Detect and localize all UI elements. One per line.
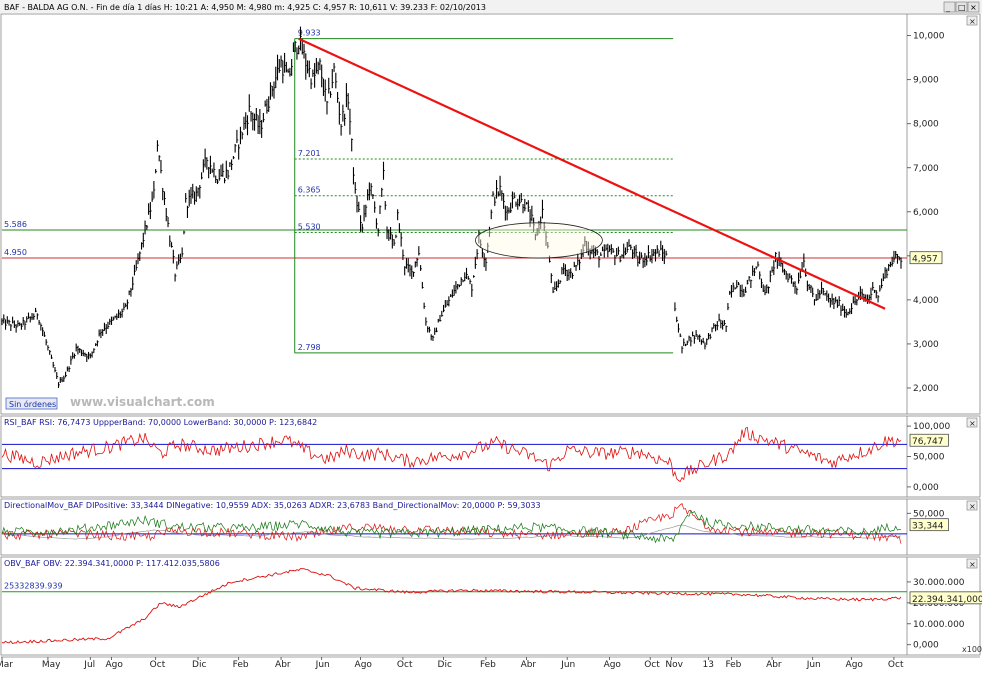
pane-close-icon: × [969,419,976,428]
pane-close-button[interactable] [966,15,978,26]
pane-border [0,556,981,656]
x-tick-label: Feb [725,660,741,669]
x-tick-label: Jun [315,660,330,669]
watermark: www.visualchart.com [70,395,215,409]
level-label: 6.365 [298,186,321,195]
obv-y-tick-label: 30.000.000 [913,578,965,588]
pane-close-button[interactable] [966,500,978,511]
x-tick-label: Nov [665,660,683,669]
x-tick-label: Jun [560,660,575,669]
price-y-tick-label: 4,000 [913,296,939,306]
minimize-icon: _ [945,3,951,12]
price-y-tick-label: 3,000 [913,340,939,350]
rsi-current-value-box [909,433,949,447]
price-y-tick-label: 2,000 [913,384,939,394]
x-tick-label: Mar [0,660,13,669]
x-tick-label: Feb [480,660,496,669]
x-tick-label: May [42,660,61,669]
rsi-pane[interactable]: RSI_BAF RSI: 76,7473 UppperBand: 70,0000… [1,418,950,493]
maximize-icon: □ [958,3,966,12]
close-button[interactable] [967,1,980,13]
obv-y-tick-label: 10.000.000 [913,620,965,630]
pane-close-icon: × [969,17,976,26]
rsi-y-tick-label: 0,000 [913,483,939,493]
price-current-value: 4,957 [912,255,938,265]
pane-close-button[interactable] [966,558,978,569]
obv-level-label: 25332839.939 [4,582,63,591]
window-title: BAF - BALDA AG O.N. - Fin de día 1 días … [4,3,486,12]
x-tick-label: Abr [521,660,537,669]
minimize-button[interactable] [943,1,956,13]
price-y-tick-label: 7,000 [913,164,939,174]
rsi-y-tick-label: 50,000 [913,453,945,463]
price-y-tick-label: 6,000 [913,208,939,218]
close-icon: × [970,3,977,12]
level-label: 9.933 [298,29,321,38]
obv-current-value: 22.394.341,000 [912,595,982,605]
level-label: 4.950 [4,248,27,257]
level-label: 2.798 [298,343,321,352]
price-y-tick-label: 8,000 [913,120,939,130]
x-tick-label: Ago [106,660,124,669]
x-tick-label: Oct [644,660,660,669]
adx-line [1,524,902,540]
window-controls: _ □ × [943,1,980,13]
rsi-legend: RSI_BAF RSI: 76,7473 UppperBand: 70,0000… [4,418,317,427]
x-tick-label: Dic [192,660,206,669]
x-tick-label: Oct [397,660,413,669]
dm-current-value-box [909,518,949,532]
pane-close-icon: × [969,502,976,511]
pane-close-button[interactable] [966,417,978,428]
x-tick-label: Ago [355,660,373,669]
obv-scale-note: x1000 [962,645,982,654]
pane-border [0,498,981,556]
pane-close-icon: × [969,560,976,569]
x-tick-label: Oct [150,660,166,669]
x-tick-label: Ago [604,660,622,669]
di-positive-line [1,510,902,544]
price-pane[interactable]: 9.933 7.201 6.365 5.530 5.586 4.950 2.798 10,00… [1,26,945,394]
pane-frames: × × × × [0,13,981,656]
level-label: 5.530 [298,222,321,231]
annotation-ellipse[interactable] [475,222,603,259]
maximize-button[interactable] [955,1,968,13]
obv-current-value-box [909,591,982,605]
title-bar [0,0,982,13]
level-label: 5.586 [4,220,27,229]
x-tick-label: 13 [702,660,713,669]
x-tick-label: Feb [233,660,249,669]
orders-button-label: Sin órdenes [9,399,56,409]
price-y-tick-label: 9,000 [913,76,939,86]
price-current-value-box [909,251,943,265]
x-tick-label: Oct [888,660,904,669]
obv-y-tick-label: 0,000 [913,641,939,651]
x-tick-label: Abr [766,660,782,669]
rsi-y-tick-label: 100,000 [913,422,950,432]
dm-legend: DirectionalMov_BAF DIPositive: 33,3444 D… [4,501,541,510]
x-tick-label: Dic [438,660,452,669]
pane-border [0,13,981,415]
x-tick-label: Abr [275,660,291,669]
rsi-line [1,426,902,483]
rsi-current-value: 76,747 [912,437,944,447]
x-tick-label: Jul [83,660,95,669]
trendline[interactable] [298,37,886,310]
dm-y-tick-label: 50,000 [913,509,945,519]
directional-movement-pane[interactable]: DirectionalMov_BAF DIPositive: 33,3444 D… [1,501,949,544]
x-axis: Mar May Jul Ago Oct Dic Feb Abr Jun Ago Oct Dic Feb A… [0,656,980,670]
x-tick-label: Jun [806,660,821,669]
obv-line [1,568,902,645]
dm-current-value: 33,344 [912,522,944,532]
x-tick-label: Ago [846,660,864,669]
price-y-tick-label: 10,000 [913,32,945,42]
pane-border [0,415,981,498]
orders-button[interactable] [5,397,58,410]
obv-legend: OBV_BAF OBV: 22.394.341,0000 P: 117.412.… [4,559,220,568]
level-label: 7.201 [298,149,321,158]
obv-pane[interactable]: OBV_BAF OBV: 22.394.341,0000 P: 117.412.… [1,559,982,654]
